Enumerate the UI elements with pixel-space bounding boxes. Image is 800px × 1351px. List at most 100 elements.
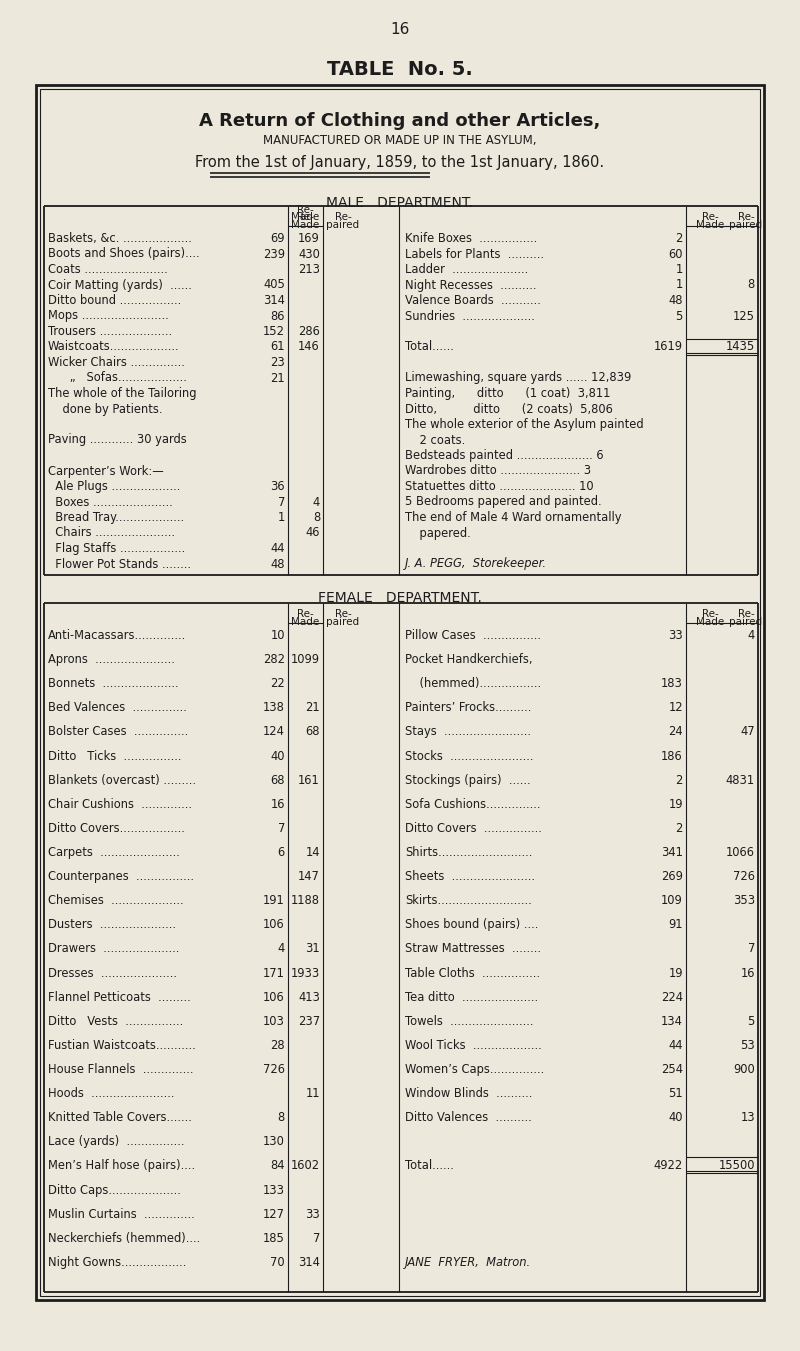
Text: 7: 7 [278, 496, 285, 508]
Text: The whole exterior of the Asylum painted: The whole exterior of the Asylum painted [405, 417, 644, 431]
Text: House Flannels  ..............: House Flannels .............. [48, 1063, 194, 1075]
Text: 138: 138 [263, 701, 285, 715]
Text: Total......: Total...... [405, 340, 454, 354]
Text: Knitted Table Covers.......: Knitted Table Covers....... [48, 1112, 192, 1124]
Text: paired: paired [730, 617, 762, 627]
Text: The whole of the Tailoring: The whole of the Tailoring [48, 386, 197, 400]
Text: Drawers  .....................: Drawers ..................... [48, 943, 179, 955]
Text: Bedsteads painted ..................... 6: Bedsteads painted ..................... … [405, 449, 604, 462]
Text: 5 Bedrooms papered and painted.: 5 Bedrooms papered and painted. [405, 496, 602, 508]
Text: 68: 68 [306, 725, 320, 739]
Text: Painters’ Frocks..........: Painters’ Frocks.......... [405, 701, 531, 715]
Text: Stays  ........................: Stays ........................ [405, 725, 531, 739]
Text: 413: 413 [298, 990, 320, 1004]
Text: 16: 16 [390, 22, 410, 36]
Text: 40: 40 [270, 750, 285, 762]
Text: 8: 8 [278, 1112, 285, 1124]
Text: Sofa Cushions...............: Sofa Cushions............... [405, 798, 541, 811]
Text: Flag Staffs ..................: Flag Staffs .................. [48, 542, 186, 555]
Text: 147: 147 [298, 870, 320, 884]
Text: Limewashing, square yards ...... 12,839: Limewashing, square yards ...... 12,839 [405, 372, 631, 385]
Text: Pillow Cases  ................: Pillow Cases ................ [405, 630, 541, 642]
Text: Made: Made [291, 617, 319, 627]
Text: 314: 314 [263, 295, 285, 307]
Text: Valence Boards  ...........: Valence Boards ........... [405, 295, 541, 307]
Text: 44: 44 [669, 1039, 683, 1052]
Text: Bread Tray...................: Bread Tray................... [48, 511, 184, 524]
Text: Statuettes ditto ..................... 10: Statuettes ditto ..................... 1… [405, 480, 594, 493]
Text: Flannel Petticoats  .........: Flannel Petticoats ......... [48, 990, 190, 1004]
Text: 46: 46 [306, 527, 320, 539]
Text: Flower Pot Stands ........: Flower Pot Stands ........ [48, 558, 191, 570]
Text: Ditto Caps....................: Ditto Caps.................... [48, 1183, 181, 1197]
Text: 24: 24 [668, 725, 683, 739]
Text: Men’s Half hose (pairs)....: Men’s Half hose (pairs).... [48, 1159, 195, 1173]
Text: Labels for Plants  ..........: Labels for Plants .......... [405, 247, 544, 261]
Text: 1933: 1933 [290, 966, 320, 979]
Text: 106: 106 [263, 990, 285, 1004]
Text: 19: 19 [669, 966, 683, 979]
Text: 237: 237 [298, 1015, 320, 1028]
Text: Ditto Covers  ................: Ditto Covers ................ [405, 821, 542, 835]
Text: Anti-Macassars..............: Anti-Macassars.............. [48, 630, 186, 642]
Text: Made: Made [291, 220, 319, 230]
Text: 1: 1 [278, 511, 285, 524]
Text: Ditto   Ticks  ................: Ditto Ticks ................ [48, 750, 182, 762]
Text: 12: 12 [668, 701, 683, 715]
Text: 726: 726 [263, 1063, 285, 1075]
Text: Table Cloths  ................: Table Cloths ................ [405, 966, 540, 979]
Text: 14: 14 [306, 846, 320, 859]
Text: Aprons  ......................: Aprons ...................... [48, 653, 175, 666]
Text: 1: 1 [676, 278, 683, 292]
Text: 19: 19 [669, 798, 683, 811]
Text: Skirts..........................: Skirts.......................... [405, 894, 532, 908]
Text: A Return of Clothing and other Articles,: A Return of Clothing and other Articles, [199, 112, 601, 130]
Text: 2: 2 [676, 774, 683, 786]
Text: 31: 31 [306, 943, 320, 955]
Text: paired: paired [730, 220, 762, 230]
Text: 1: 1 [676, 263, 683, 276]
Text: 130: 130 [263, 1135, 285, 1148]
Text: 53: 53 [740, 1039, 755, 1052]
Text: Coir Matting (yards)  ......: Coir Matting (yards) ...... [48, 278, 192, 292]
Text: 286: 286 [298, 326, 320, 338]
Text: Bonnets  .....................: Bonnets ..................... [48, 677, 178, 690]
Text: Re-: Re- [738, 212, 754, 222]
Text: 1066: 1066 [726, 846, 755, 859]
Text: 4: 4 [313, 496, 320, 508]
Text: Re-: Re- [702, 212, 718, 222]
Text: Made: Made [696, 220, 724, 230]
Text: Ditto Valences  ..........: Ditto Valences .......... [405, 1112, 532, 1124]
Text: Ladder  .....................: Ladder ..................... [405, 263, 528, 276]
Text: Chemises  ....................: Chemises .................... [48, 894, 184, 908]
Text: 7: 7 [278, 821, 285, 835]
Text: 10: 10 [270, 630, 285, 642]
Text: 169: 169 [298, 232, 320, 245]
Text: 2 coats.: 2 coats. [405, 434, 466, 446]
Text: Boots and Shoes (pairs)....: Boots and Shoes (pairs).... [48, 247, 200, 261]
Text: 4922: 4922 [654, 1159, 683, 1173]
Text: 60: 60 [669, 247, 683, 261]
Text: 282: 282 [263, 653, 285, 666]
Text: (hemmed).................: (hemmed)................. [405, 677, 541, 690]
Text: Ditto,          ditto      (2 coats)  5,806: Ditto, ditto (2 coats) 5,806 [405, 403, 613, 416]
Text: Straw Mattresses  ........: Straw Mattresses ........ [405, 943, 541, 955]
Text: Lace (yards)  ................: Lace (yards) ................ [48, 1135, 185, 1148]
Text: Night Recesses  ..........: Night Recesses .......... [405, 278, 537, 292]
Text: 1188: 1188 [291, 894, 320, 908]
Text: Re-: Re- [702, 609, 718, 619]
Text: 1602: 1602 [291, 1159, 320, 1173]
Text: Towels  .......................: Towels ....................... [405, 1015, 534, 1028]
Text: 23: 23 [270, 357, 285, 369]
Text: Chairs ......................: Chairs ...................... [48, 527, 175, 539]
Text: 161: 161 [298, 774, 320, 786]
Text: 146: 146 [298, 340, 320, 354]
Text: Ditto Covers..................: Ditto Covers.................. [48, 821, 185, 835]
Text: Wicker Chairs ...............: Wicker Chairs ............... [48, 357, 185, 369]
Text: paired: paired [326, 617, 359, 627]
Text: J. A. PEGG,  Storekeeper.: J. A. PEGG, Storekeeper. [405, 558, 547, 570]
Text: 68: 68 [270, 774, 285, 786]
Text: 5: 5 [748, 1015, 755, 1028]
Text: 48: 48 [270, 558, 285, 570]
Bar [40, 89, 760, 1296]
